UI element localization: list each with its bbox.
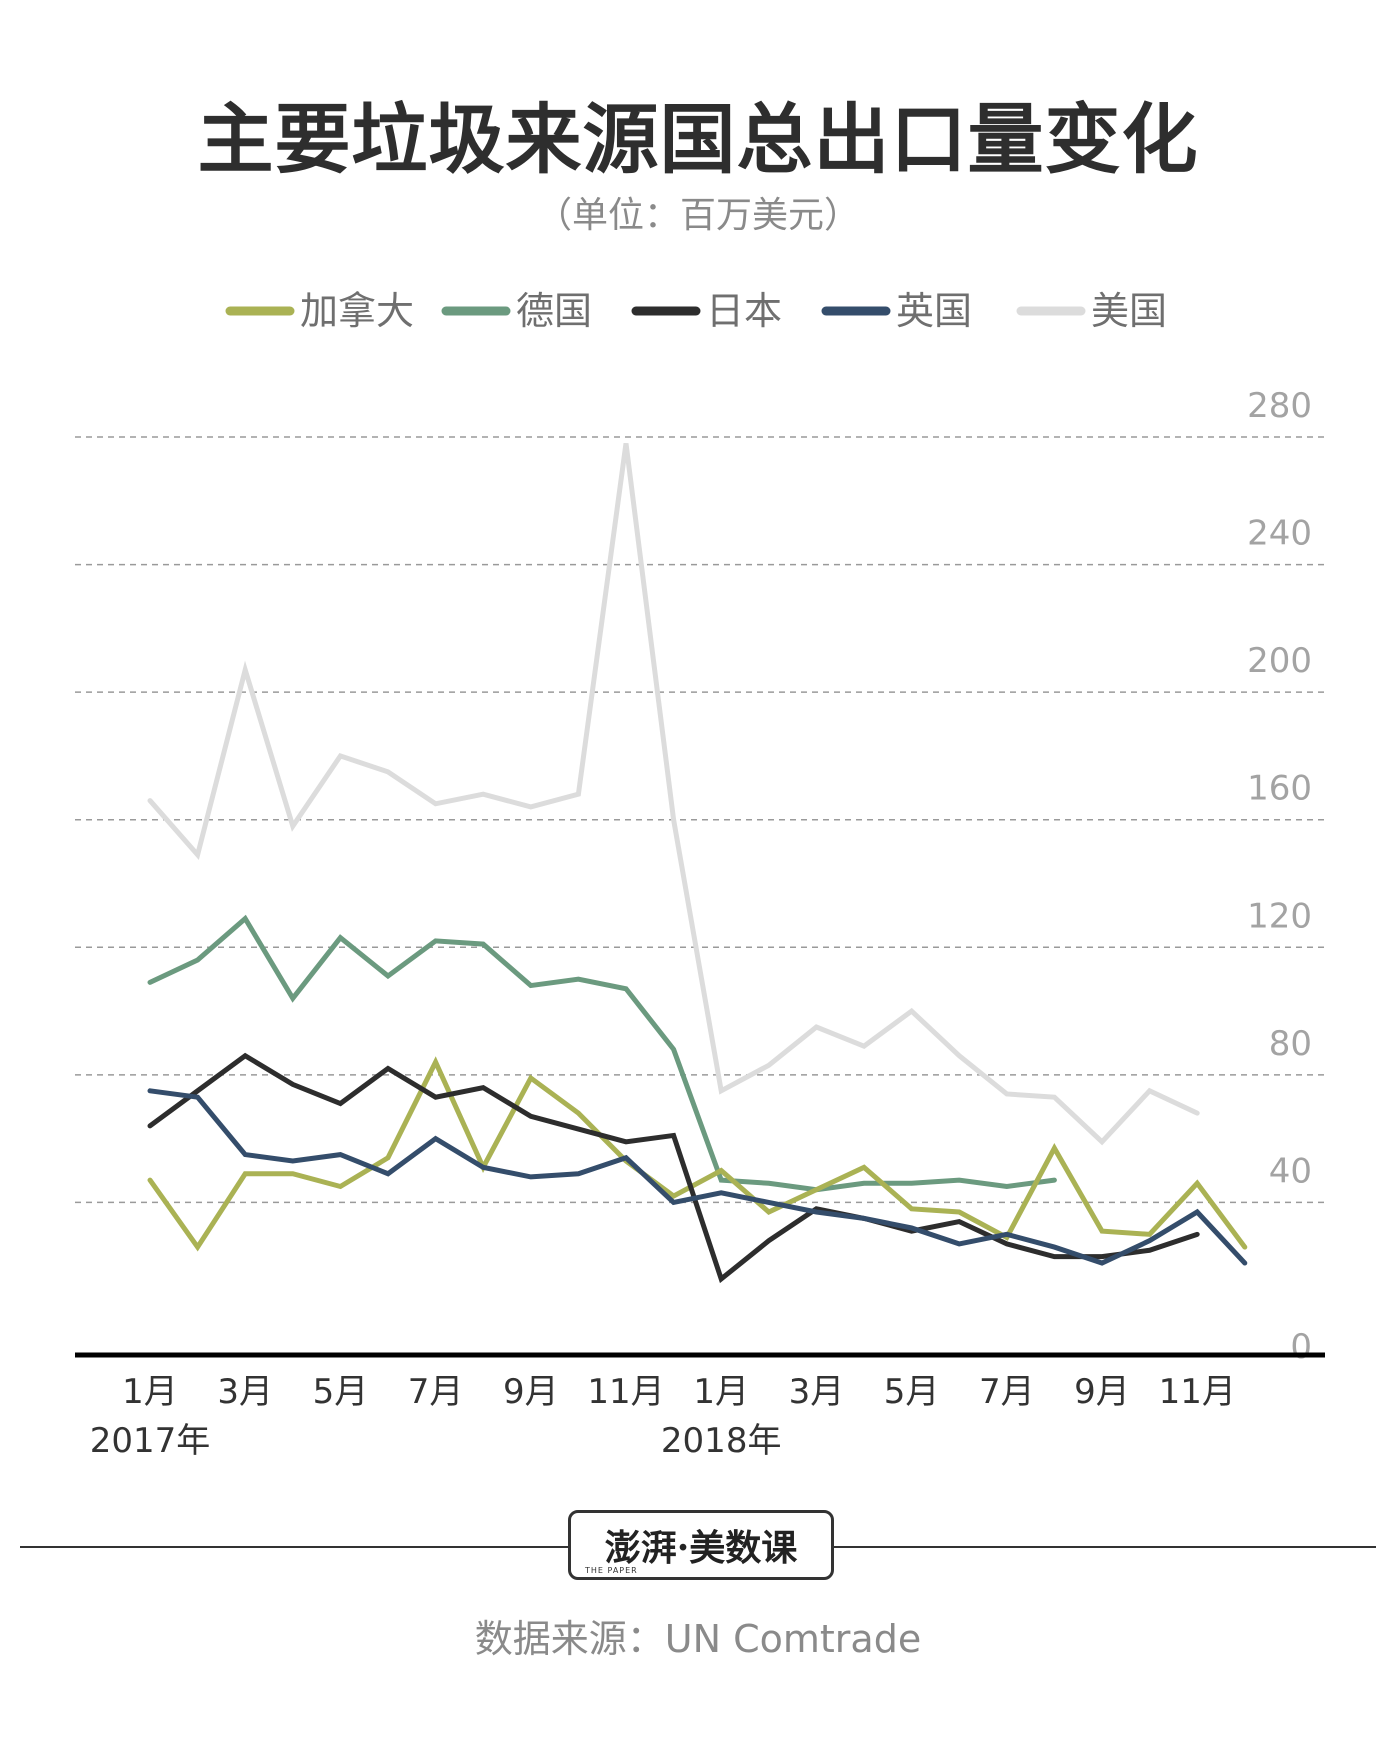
x-tick-label: 11月: [587, 1372, 664, 1412]
x-tick-label: 1月: [122, 1372, 178, 1412]
legend: 加拿大 德国 日本 英国 美国: [225, 289, 1167, 333]
legend-label-英国: 英国: [896, 289, 972, 333]
y-tick-label: 280: [1247, 386, 1312, 426]
y-tick-label: 200: [1247, 641, 1312, 681]
series-line-美国: [147, 443, 1200, 1146]
x-tick-label: 7月: [408, 1372, 464, 1412]
series-lines: [147, 443, 1248, 1284]
logo-area: 澎湃·美数课 THE PAPER: [0, 1510, 1396, 1580]
x-tick-label: 9月: [503, 1372, 559, 1412]
x-tick-label: 11月: [1159, 1372, 1236, 1412]
x-tick-label: 7月: [979, 1372, 1035, 1412]
legend-label-日本: 日本: [706, 289, 782, 333]
x-tick-label: 9月: [1074, 1372, 1130, 1412]
x-tick-label: 5月: [884, 1372, 940, 1412]
legend-label-美国: 美国: [1091, 289, 1167, 333]
legend-label-加拿大: 加拿大: [300, 289, 414, 333]
logo-text: 澎湃·美数课: [604, 1527, 798, 1569]
gridlines: [75, 436, 1325, 1204]
y-tick-label: 40: [1269, 1151, 1312, 1191]
series-line-日本: [147, 1052, 1200, 1284]
logo-subtext: THE PAPER: [585, 1566, 638, 1575]
x-tick-label: 5月: [313, 1372, 369, 1412]
legend-label-德国: 德国: [516, 289, 592, 333]
series-line-加拿大: [147, 1056, 1248, 1252]
y-tick-label: 0: [1290, 1327, 1312, 1367]
y-tick-label: 160: [1247, 769, 1312, 809]
y-axis-ticks: 0 40 80 120 160 200 240 280: [1247, 386, 1312, 1367]
series-line-英国: [147, 1088, 1248, 1266]
x-year-label: 2018年: [661, 1421, 782, 1461]
x-tick-label: 1月: [693, 1372, 749, 1412]
series-line-德国: [147, 914, 1057, 1193]
x-year-label: 2017年: [90, 1421, 211, 1461]
divider-right: [834, 1546, 1376, 1548]
x-tick-label: 3月: [217, 1372, 273, 1412]
divider-left: [20, 1546, 568, 1548]
source-note: 数据来源：UN Comtrade: [474, 1617, 922, 1661]
x-tick-label: 3月: [789, 1372, 845, 1412]
y-tick-label: 240: [1247, 514, 1312, 554]
brand-logo: 澎湃·美数课 THE PAPER: [568, 1510, 834, 1580]
chart-subtitle: （单位：百万美元）: [535, 195, 860, 236]
chart-title: 主要垃圾来源国总出口量变化: [197, 95, 1199, 184]
y-tick-label: 120: [1247, 896, 1312, 936]
y-tick-label: 80: [1269, 1024, 1312, 1064]
